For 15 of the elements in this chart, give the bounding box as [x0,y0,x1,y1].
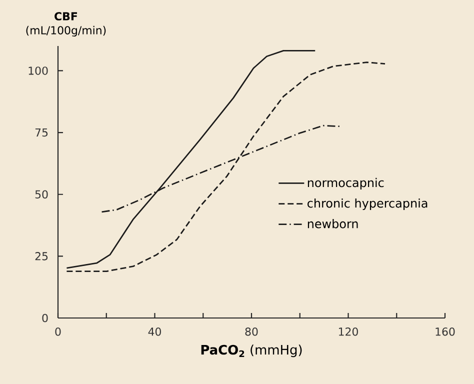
y-tick-label: 75 [35,128,48,137]
x-tick-label: 80 [245,328,258,336]
x-tick-label: 0 [55,328,61,336]
y-axis-title: CBF (mL/100g/min) [26,12,106,36]
y-tick-label: 25 [35,252,48,260]
legend-label: newborn [308,219,358,228]
x-tick-label: 40 [148,328,161,336]
y-tick-label: 50 [35,190,48,199]
legend-label: chronic hypercapnia [308,198,428,210]
x-tick-label: 160 [436,328,455,336]
y-tick-label: 0 [42,314,48,322]
text: PaCO$_{2}$ (mmHg) [201,344,302,358]
legend-label: normocapnic [308,178,384,190]
x-tick-label: 120 [338,328,358,336]
y-tick-label: 100 [28,66,48,75]
